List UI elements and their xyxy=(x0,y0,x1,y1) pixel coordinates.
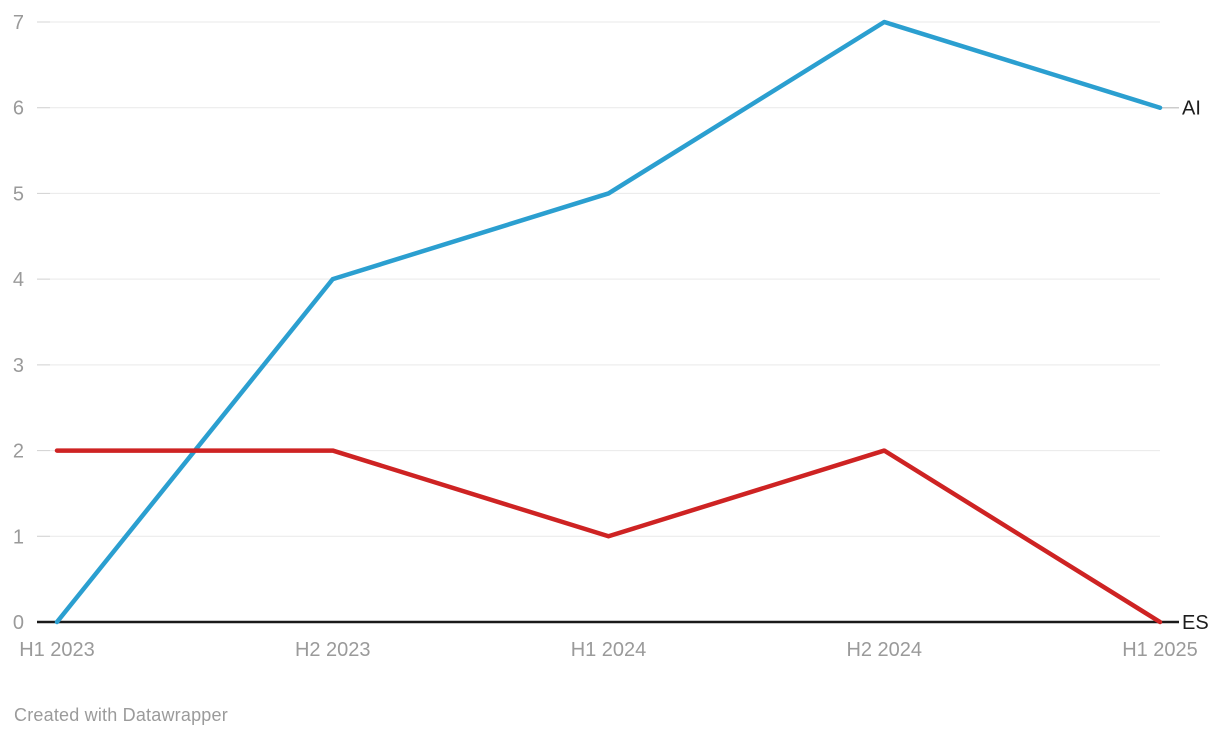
attribution-text: Created with Datawrapper xyxy=(14,705,228,725)
y-tick-label: 7 xyxy=(13,12,24,34)
line-chart-svg: 0 1 2 3 4 5 6 7 H1 2023 H2 2023 H1 2024 H2 2024 H1 2… xyxy=(13,12,1209,661)
y-tick-label: 1 xyxy=(13,526,24,548)
y-tick-label: 6 xyxy=(13,98,24,120)
y-tick-label: 3 xyxy=(13,355,24,377)
y-tick-label: 2 xyxy=(13,441,24,463)
x-axis-label: H2 2024 xyxy=(846,639,922,661)
y-tick-label: 5 xyxy=(13,183,24,205)
x-axis-label: H1 2025 xyxy=(1122,639,1198,661)
x-axis-label: H1 2024 xyxy=(571,639,647,661)
series-line-ai xyxy=(54,19,1163,625)
x-axis-label: H2 2023 xyxy=(295,639,371,661)
series-line-es xyxy=(54,448,1163,625)
series-end-label-es: ES xyxy=(1182,612,1209,634)
series-end-label-ai: AI xyxy=(1182,98,1201,120)
x-axis-label: H1 2023 xyxy=(19,639,95,661)
y-tick-label: 4 xyxy=(13,269,24,291)
y-tick-label: 0 xyxy=(13,612,24,634)
